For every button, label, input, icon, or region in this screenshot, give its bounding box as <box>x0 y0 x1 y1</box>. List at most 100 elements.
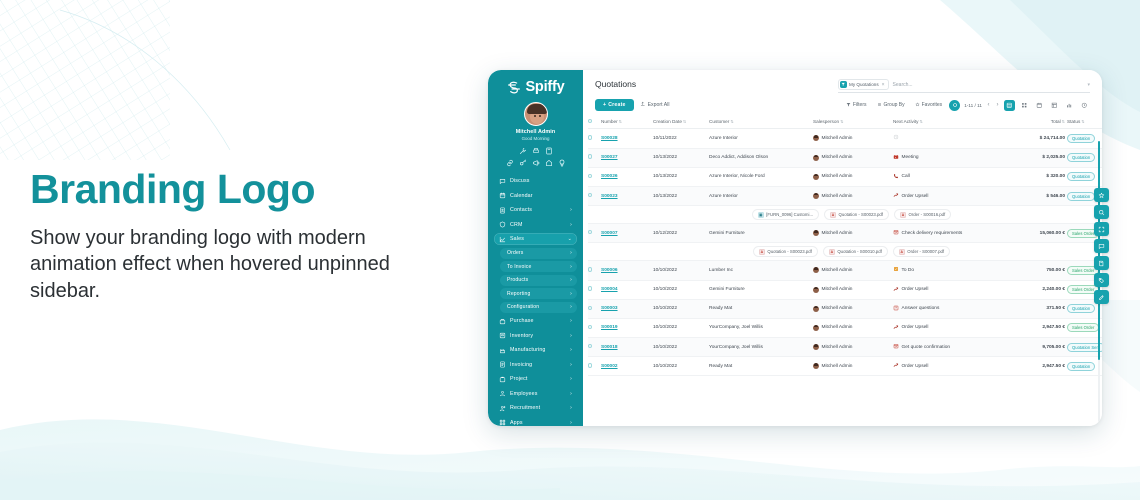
cell-number[interactable]: S00023 <box>601 186 653 207</box>
chevron-right-icon[interactable]: › <box>570 419 572 426</box>
row-checkbox-cell[interactable] <box>588 223 601 244</box>
home-icon[interactable] <box>545 159 553 167</box>
checkbox-icon[interactable] <box>588 286 593 291</box>
sidebar-item-contacts[interactable]: Contacts › <box>494 204 577 216</box>
user-block[interactable]: Mitchell Admin Good Morning <box>488 102 583 141</box>
rail-button-star[interactable] <box>1094 188 1109 202</box>
checkbox-icon[interactable] <box>588 305 593 310</box>
search-facet-my-quotations[interactable]: My Quotations × <box>838 79 889 90</box>
chevron-right-icon[interactable]: › <box>570 390 572 397</box>
cell-number[interactable]: S00004 <box>601 280 653 300</box>
cell-next-activity[interactable]: Meeting <box>893 148 1005 168</box>
sidebar-item-invoicing[interactable]: Invoicing › <box>494 359 577 371</box>
table-row[interactable]: S00028 10/11/2022 Azure Interior Mitchell A… <box>588 128 1102 149</box>
sidebar-item-employees[interactable]: Employees › <box>494 388 577 400</box>
table-row[interactable]: S00006 10/10/2022 Lumber Inc Mitchell Admin… <box>588 260 1102 281</box>
cell-next-activity[interactable]: Order Upsell <box>893 356 1005 377</box>
row-checkbox-cell[interactable] <box>588 356 601 377</box>
column-header-creation-date[interactable]: Creation Date⇅ <box>653 115 709 130</box>
rail-button-comment[interactable] <box>1094 239 1109 253</box>
checkbox-icon[interactable] <box>588 267 593 272</box>
column-header-number[interactable]: Number⇅ <box>601 115 653 130</box>
sidebar-item-to-invoice[interactable]: To Invoice › <box>500 261 577 272</box>
tools-icon[interactable] <box>519 147 527 155</box>
cell-number[interactable]: S00018 <box>601 337 653 358</box>
row-checkbox-cell[interactable] <box>588 167 601 187</box>
cell-next-activity[interactable]: To Do <box>893 260 1005 281</box>
chevron-right-icon[interactable]: › <box>570 318 572 324</box>
column-header-next-activity[interactable]: Next Activity⇅ <box>893 115 1005 130</box>
checkbox-icon[interactable] <box>588 119 593 124</box>
rail-button-tag[interactable] <box>1094 273 1109 287</box>
graph-view-icon[interactable] <box>1064 100 1075 111</box>
sidebar-item-apps[interactable]: Apps › <box>494 417 577 427</box>
cell-number[interactable]: S00007 <box>601 223 653 244</box>
chevron-right-icon[interactable]: › <box>570 277 572 283</box>
lightbulb-icon[interactable] <box>558 159 566 167</box>
refresh-button[interactable] <box>949 99 961 111</box>
row-checkbox-cell[interactable] <box>588 186 601 207</box>
chevron-right-icon[interactable]: › <box>570 332 572 339</box>
chevron-right-icon[interactable]: › <box>570 347 572 353</box>
attachment-chip[interactable]: A Order - S00007.pdf <box>892 246 951 258</box>
sidebar-item-products[interactable]: Products › <box>500 274 577 286</box>
checkbox-icon[interactable] <box>588 363 593 368</box>
attachment-chip[interactable]: ▣ [FURN_0096] Customi... <box>751 209 820 221</box>
cell-next-activity[interactable]: Check delivery requirements <box>893 223 1005 244</box>
sidebar-item-manufacturing[interactable]: Manufacturing › <box>494 344 577 356</box>
table-row[interactable]: S00007 10/12/2022 Gemini Furniture Mitchell… <box>588 223 1102 244</box>
row-checkbox-cell[interactable] <box>588 299 601 319</box>
sidebar-item-configuration[interactable]: Configuration › <box>500 301 577 313</box>
link-icon[interactable] <box>506 159 514 167</box>
favorites-button[interactable]: Favorites <box>912 100 946 111</box>
table-row[interactable]: S00026 10/13/2022 Azure Interior, Nicole F… <box>588 167 1102 187</box>
cell-next-activity[interactable]: Order Upsell <box>893 318 1005 339</box>
export-all-button[interactable]: Export All <box>640 101 670 109</box>
sidebar-item-discuss[interactable]: Discuss <box>494 175 577 187</box>
create-button[interactable]: + Create <box>595 99 634 111</box>
search-bar[interactable]: My Quotations × Search... ▾ <box>838 79 1090 93</box>
cell-number[interactable]: S00028 <box>601 128 653 149</box>
checkbox-icon[interactable] <box>588 135 593 140</box>
cell-number[interactable]: S00026 <box>601 167 653 187</box>
printer-icon[interactable] <box>532 147 540 155</box>
cell-next-activity[interactable] <box>893 128 1005 149</box>
calendar-view-icon[interactable] <box>1034 100 1045 111</box>
megaphone-icon[interactable] <box>532 159 540 167</box>
sidebar-item-project[interactable]: Project › <box>494 373 577 385</box>
group-by-button[interactable]: Group By <box>874 100 908 111</box>
rail-button-book[interactable] <box>1094 256 1109 270</box>
attachment-chip[interactable]: A Quotation - S00010.pdf <box>822 246 888 258</box>
chevron-right-icon[interactable]: › <box>570 405 572 411</box>
table-row[interactable]: S00019 10/10/2022 YourCompany, Joel Willis… <box>588 318 1102 339</box>
chevron-right-icon[interactable]: › <box>570 207 572 213</box>
row-checkbox-cell[interactable] <box>588 148 601 168</box>
cell-next-activity[interactable]: Order Upsell <box>893 186 1005 207</box>
pager-next-button[interactable]: › <box>996 102 999 108</box>
chevron-right-icon[interactable]: › <box>570 290 572 297</box>
pivot-view-icon[interactable] <box>1049 100 1060 111</box>
table-row[interactable]: S00002 10/10/2022 Ready Mat Mitchell Admin O… <box>588 356 1102 377</box>
row-checkbox-cell[interactable] <box>588 128 601 149</box>
row-checkbox-cell[interactable] <box>588 337 601 358</box>
sidebar-item-crm[interactable]: CRM › <box>494 219 577 231</box>
table-row[interactable]: S00004 10/10/2022 Gemini Furniture Mitchell… <box>588 280 1102 300</box>
attachment-chip[interactable]: A Quotation - S00023.pdf <box>824 209 889 221</box>
cell-next-activity[interactable]: Get quote confirmation <box>893 337 1005 358</box>
chevron-down-icon[interactable]: ⌄ <box>567 236 572 242</box>
chevron-down-icon[interactable]: ▾ <box>1087 81 1090 88</box>
chevron-right-icon[interactable]: › <box>570 221 572 228</box>
cell-next-activity[interactable]: Call <box>893 167 1005 187</box>
sidebar-item-inventory[interactable]: Inventory › <box>494 330 577 342</box>
brand[interactable]: Spiffy <box>488 79 583 95</box>
sidebar-item-reporting[interactable]: Reporting › <box>500 288 577 299</box>
checkbox-icon[interactable] <box>588 230 593 235</box>
checkbox-icon[interactable] <box>588 154 593 159</box>
sidebar-item-sales[interactable]: Sales ⌄ <box>494 233 577 245</box>
cell-number[interactable]: S00027 <box>601 148 653 168</box>
table-row[interactable]: S00027 10/13/2022 Deco Addict, Addison Ols… <box>588 148 1102 168</box>
cell-number[interactable]: S00002 <box>601 356 653 377</box>
sidebar-item-purchase[interactable]: Purchase › <box>494 315 577 327</box>
table-row[interactable]: S00023 10/13/2022 Azure Interior Mitchell A… <box>588 186 1102 207</box>
key-icon[interactable] <box>519 159 527 167</box>
